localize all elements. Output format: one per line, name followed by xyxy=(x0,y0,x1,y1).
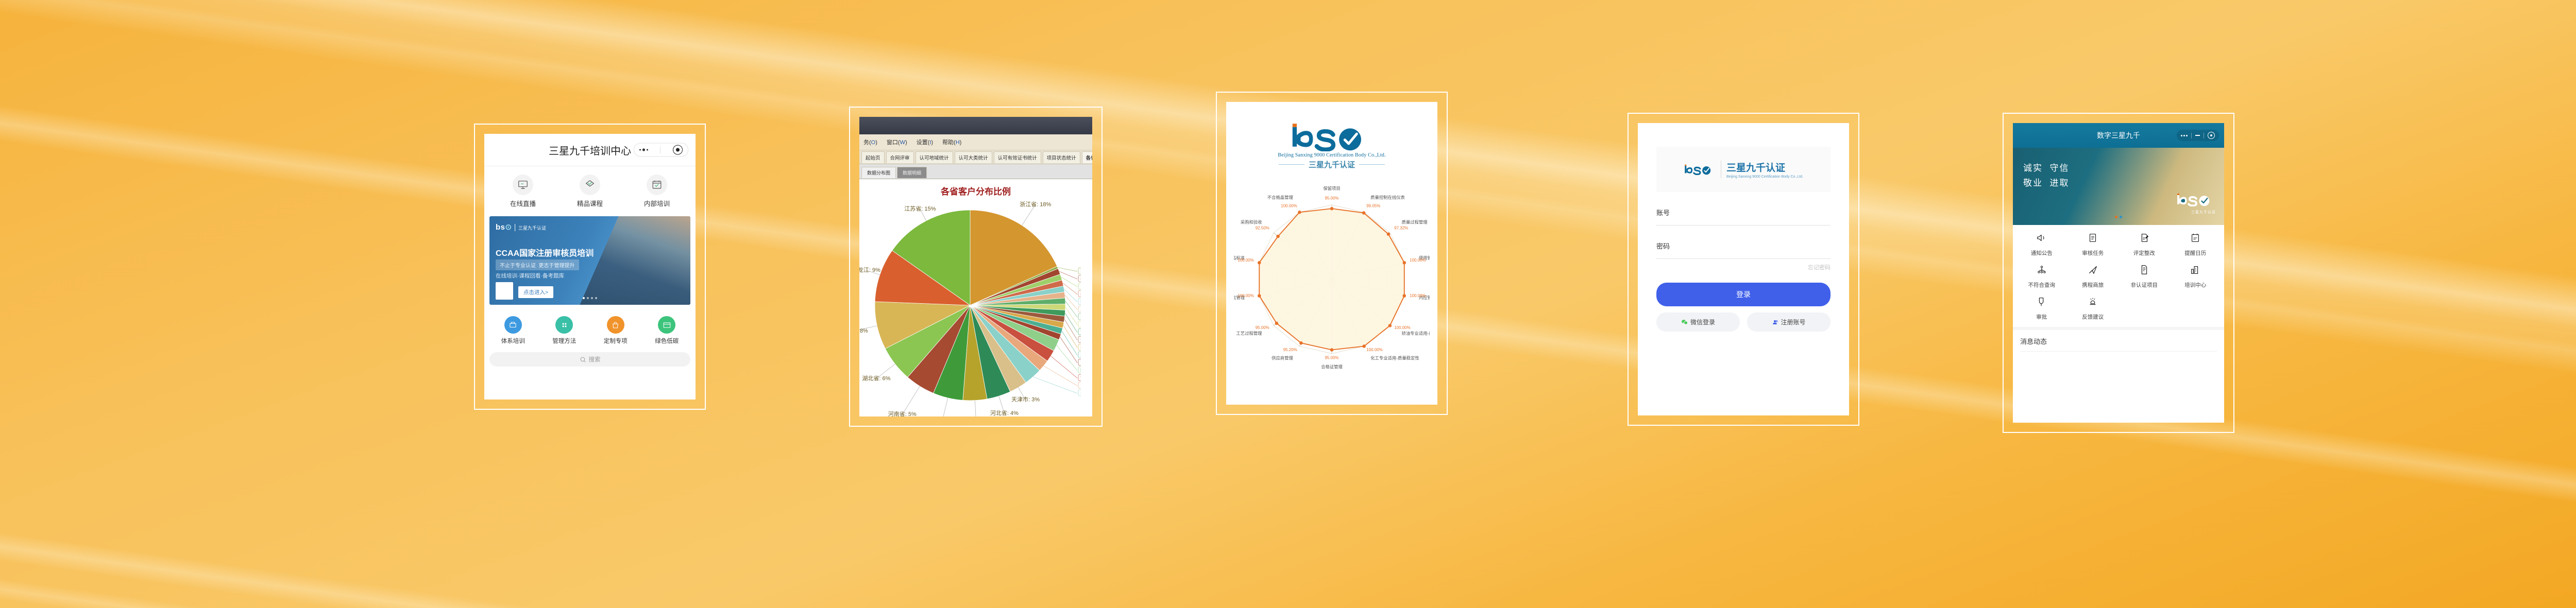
svg-text:不合格晶管理: 不合格晶管理 xyxy=(1267,195,1294,200)
svg-text:100.00%: 100.00% xyxy=(1366,348,1382,352)
svg-text:100.00%: 100.00% xyxy=(1410,293,1426,298)
svg-text:采购和验收: 采购和验收 xyxy=(1241,219,1262,224)
svg-text:100.00%: 100.00% xyxy=(1410,258,1426,263)
svg-text:甘肃省:1%: 甘肃省:1% xyxy=(1080,329,1081,335)
svg-text:吉林省:1%: 吉林省:1% xyxy=(1080,360,1081,365)
svg-text:合格证管理: 合格证管理 xyxy=(1321,364,1343,370)
svg-text:天津市: 3%: 天津市: 3% xyxy=(1011,396,1040,403)
svg-text:保留项目: 保留项目 xyxy=(1323,186,1340,191)
svg-text:辽宁省:3%: 辽宁省:3% xyxy=(1080,390,1081,395)
svg-text:江苏省: 15%: 江苏省: 15% xyxy=(904,205,936,212)
svg-text:贵州省:1%: 贵州省:1% xyxy=(1080,284,1081,289)
svg-text:100.00%: 100.00% xyxy=(1281,204,1297,209)
svg-text:供应商管理: 供应商管理 xyxy=(1272,356,1293,361)
svg-text:浙江省: 18%: 浙江省: 18% xyxy=(1020,201,1051,207)
svg-text:质量过程管理: 质量过程管理 xyxy=(1402,219,1428,224)
svg-text:黑龙江: 9%: 黑龙江: 9% xyxy=(859,267,880,273)
svg-text:矫油专业适用-航煤、军用产品管理: 矫油专业适用-航煤、军用产品管理 xyxy=(1402,331,1430,336)
svg-text:湖北省: 6%: 湖北省: 6% xyxy=(862,375,890,382)
svg-text:山西省:1%: 山西省:1% xyxy=(1080,337,1081,342)
svg-text:新疆:1%: 新疆:1% xyxy=(1080,344,1081,350)
svg-text:99.05%: 99.05% xyxy=(1366,204,1380,209)
svg-text:四川省:1%: 四川省:1% xyxy=(1080,299,1081,304)
svg-text:西藏:0%: 西藏:0% xyxy=(1080,268,1081,273)
svg-text:广西:1%: 广西:1% xyxy=(1080,306,1081,311)
svg-text:100.00%: 100.00% xyxy=(1394,325,1410,330)
svg-text:化工专业适用-质量稳定性: 化工专业适用-质量稳定性 xyxy=(1370,356,1419,361)
svg-text:100.00%: 100.00% xyxy=(1238,293,1253,298)
svg-text:95.00%: 95.00% xyxy=(1325,355,1338,360)
svg-text:95.00%: 95.00% xyxy=(1325,196,1338,200)
svg-text:工艺过程管理: 工艺过程管理 xyxy=(1236,331,1262,336)
svg-text:95.00%: 95.00% xyxy=(1256,325,1269,330)
svg-text:100.00%: 100.00% xyxy=(1238,258,1253,263)
svg-text:内蒙古:1%: 内蒙古:1% xyxy=(1080,291,1081,297)
svg-text:安徽省:2%: 安徽省:2% xyxy=(1080,375,1081,380)
svg-text:湖南省:1%: 湖南省:1% xyxy=(1080,352,1081,357)
svg-text:上海市:1%: 上海市:1% xyxy=(1080,322,1081,327)
svg-text:云南省:2%: 云南省:2% xyxy=(1080,383,1081,388)
svg-text:92.50%: 92.50% xyxy=(1256,226,1269,231)
svg-text:质量控制在线仪表: 质量控制在线仪表 xyxy=(1370,195,1405,200)
svg-text:福建省:1%: 福建省:1% xyxy=(1080,276,1081,281)
svg-text:陕西省:2%: 陕西省:2% xyxy=(1080,368,1081,373)
svg-text:97.32%: 97.32% xyxy=(1394,226,1408,231)
svg-text:江西省:1%: 江西省:1% xyxy=(1080,314,1081,319)
svg-text:河南省: 5%: 河南省: 5% xyxy=(888,411,917,416)
svg-text:北京市: 8%: 北京市: 8% xyxy=(859,327,868,334)
svg-text:95.20%: 95.20% xyxy=(1283,348,1297,352)
svg-text:河北省: 4%: 河北省: 4% xyxy=(990,410,1019,416)
